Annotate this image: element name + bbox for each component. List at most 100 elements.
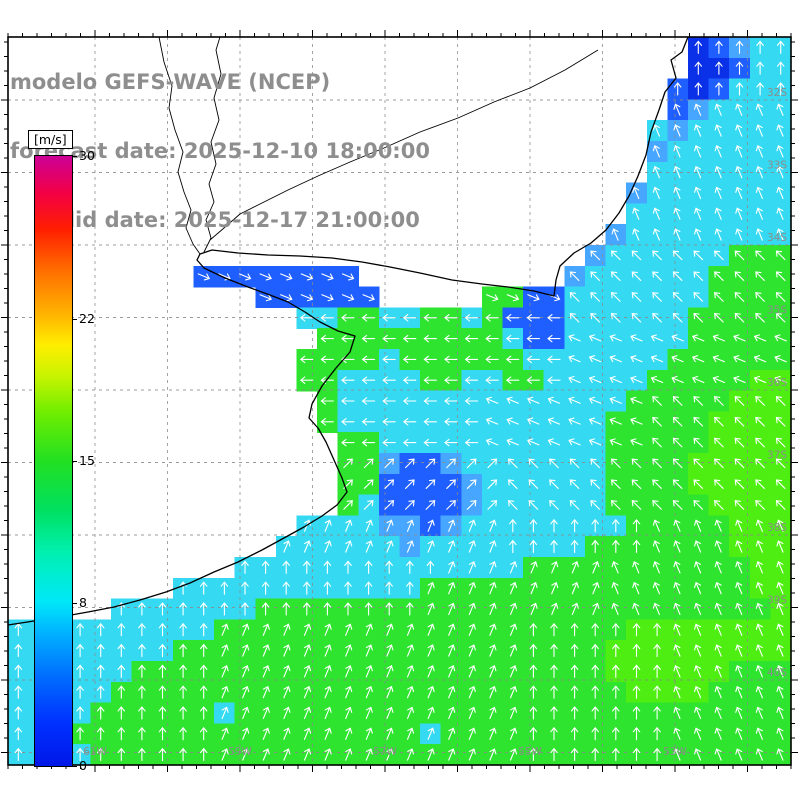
direction-arrow-icon — [591, 726, 599, 741]
direction-arrow-icon — [402, 418, 417, 426]
direction-arrow-icon — [489, 685, 497, 699]
direction-arrow-icon — [362, 294, 375, 302]
direction-arrow-icon — [652, 479, 662, 489]
colorbar-tick-label: 0 — [79, 758, 87, 773]
direction-arrow-icon — [714, 623, 722, 636]
direction-arrow-icon — [283, 748, 291, 761]
direction-arrow-icon — [468, 685, 476, 699]
direction-arrow-icon — [550, 706, 558, 720]
direction-arrow-icon — [427, 644, 435, 657]
direction-arrow-icon — [630, 417, 643, 425]
direction-arrow-icon — [485, 417, 499, 425]
direction-arrow-icon — [448, 748, 456, 761]
direction-arrow-icon — [283, 540, 291, 553]
direction-arrow-icon — [242, 644, 250, 657]
direction-arrow-icon — [691, 334, 705, 342]
direction-arrow-icon — [714, 561, 722, 574]
direction-arrow-icon — [630, 375, 643, 384]
direction-arrow-icon — [591, 747, 599, 762]
direction-arrow-icon — [14, 664, 23, 678]
direction-arrow-icon — [14, 726, 23, 741]
direction-arrow-icon — [673, 706, 681, 720]
direction-arrow-icon — [406, 560, 414, 574]
direction-arrow-icon — [714, 228, 722, 241]
direction-arrow-icon — [755, 186, 763, 200]
direction-arrow-icon — [568, 355, 581, 363]
direction-arrow-icon — [693, 396, 704, 406]
direction-arrow-icon — [341, 314, 355, 322]
direction-arrow-icon — [138, 643, 146, 658]
direction-arrow-icon — [694, 706, 702, 720]
direction-arrow-icon — [549, 500, 559, 510]
direction-arrow-icon — [568, 417, 581, 425]
direction-arrow-icon — [509, 706, 518, 720]
direction-arrow-icon — [199, 622, 208, 637]
direction-arrow-icon — [652, 602, 660, 616]
direction-arrow-icon — [509, 561, 518, 574]
direction-arrow-icon — [776, 602, 784, 616]
direction-arrow-icon — [341, 438, 355, 447]
direction-arrow-icon — [612, 539, 620, 554]
direction-arrow-icon — [776, 124, 784, 137]
direction-arrow-icon — [423, 334, 437, 343]
direction-arrow-icon — [324, 727, 332, 740]
direction-arrow-icon — [448, 602, 456, 616]
direction-arrow-icon — [158, 622, 167, 637]
direction-arrow-icon — [632, 228, 640, 241]
direction-arrow-icon — [76, 664, 84, 678]
direction-arrow-icon — [650, 355, 664, 363]
direction-arrow-icon — [117, 664, 126, 678]
direction-arrow-icon — [734, 437, 745, 448]
direction-arrow-icon — [179, 622, 187, 637]
direction-arrow-icon — [324, 665, 332, 678]
direction-arrow-icon — [96, 726, 105, 741]
direction-arrow-icon — [96, 685, 105, 699]
direction-arrow-icon — [402, 334, 417, 343]
direction-arrow-icon — [588, 438, 602, 446]
direction-arrow-icon — [550, 539, 558, 554]
direction-arrow-icon — [694, 748, 702, 761]
direction-arrow-icon — [631, 292, 642, 302]
direction-arrow-icon — [776, 61, 785, 75]
direction-arrow-icon — [694, 540, 702, 553]
direction-arrow-icon — [530, 602, 538, 616]
direction-arrow-icon — [468, 748, 476, 761]
direction-arrow-icon — [650, 334, 664, 342]
direction-arrow-icon — [361, 355, 376, 364]
direction-arrow-icon — [448, 623, 456, 636]
colorbar-tick-label: 22 — [79, 310, 95, 326]
direction-arrow-icon — [735, 602, 743, 616]
direction-arrow-icon — [509, 602, 518, 616]
direction-arrow-icon — [652, 540, 660, 553]
direction-arrow-icon — [588, 355, 602, 363]
direction-arrow-icon — [448, 727, 456, 740]
direction-arrow-icon — [509, 581, 518, 595]
direction-arrow-icon — [199, 581, 208, 595]
direction-arrow-icon — [464, 355, 479, 364]
direction-arrow-icon — [735, 665, 743, 678]
direction-arrow-icon — [735, 561, 743, 574]
direction-arrow-icon — [283, 685, 291, 699]
direction-arrow-icon — [96, 747, 105, 762]
direction-arrow-icon — [423, 355, 437, 364]
direction-arrow-icon — [694, 602, 702, 616]
direction-arrow-icon — [612, 643, 620, 658]
colorbar-unit-label: [m/s] — [28, 130, 73, 149]
direction-arrow-icon — [320, 314, 334, 322]
direction-arrow-icon — [361, 334, 376, 343]
direction-arrow-icon — [694, 40, 703, 54]
coast-path — [7, 36, 689, 626]
direction-arrow-icon — [303, 560, 311, 574]
direction-arrow-icon — [509, 665, 518, 678]
direction-arrow-icon — [612, 706, 620, 720]
direction-arrow-icon — [551, 602, 559, 616]
direction-arrow-icon — [712, 375, 725, 384]
direction-arrow-icon — [694, 82, 703, 96]
direction-arrow-icon — [179, 643, 187, 658]
direction-arrow-icon — [486, 294, 499, 302]
direction-arrow-icon — [755, 623, 763, 636]
direction-arrow-icon — [610, 271, 621, 281]
direction-arrow-icon — [652, 519, 660, 532]
direction-arrow-icon — [609, 375, 622, 384]
direction-arrow-icon — [714, 271, 724, 281]
